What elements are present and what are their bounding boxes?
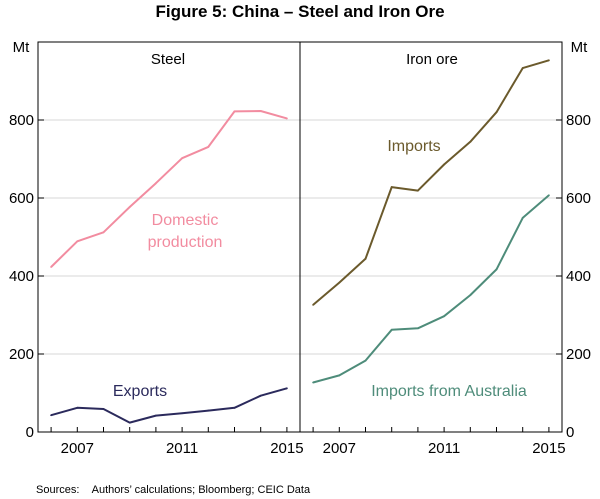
point-domestic-production-2010	[155, 182, 157, 185]
point-imports-from-australia-2009	[390, 328, 393, 331]
point-imports-2011	[443, 163, 445, 166]
x-tick-label-1-2015: 2015	[532, 440, 565, 457]
point-imports-2006	[312, 303, 314, 306]
series-line-domestic-production	[50, 110, 288, 268]
point-imports-from-australia-2015	[548, 194, 550, 197]
point-domestic-production-2007	[76, 240, 79, 243]
series-label-line-exports-0: Exports	[113, 383, 167, 400]
y-axis-right-ticks: 0 200 400 600 800	[556, 112, 591, 441]
point-imports-from-australia-2007	[338, 374, 341, 377]
y-unit-right: Mt	[571, 39, 588, 56]
point-exports-2011	[181, 412, 184, 415]
x-tick-label-0-2007: 2007	[61, 440, 94, 457]
point-imports-2014	[521, 67, 524, 70]
series-line-exports	[50, 387, 288, 424]
point-imports-2015	[548, 59, 550, 62]
y-tick-label-right-200: 200	[566, 346, 591, 363]
y-tick-label-left-800: 800	[9, 112, 34, 129]
point-exports-2015	[286, 387, 288, 390]
series-label-exports: Exports	[113, 383, 167, 400]
point-exports-2006	[50, 414, 52, 417]
point-imports-from-australia-2014	[521, 216, 524, 219]
point-imports-2009	[390, 186, 393, 188]
series-line-imports-from-australia	[312, 194, 550, 384]
point-imports-2012	[469, 140, 472, 143]
point-imports-from-australia-2013	[495, 268, 498, 271]
point-imports-from-australia-2011	[443, 315, 445, 318]
point-imports-from-australia-2006	[312, 381, 314, 384]
point-exports-2013	[233, 406, 236, 409]
series-line-imports	[312, 59, 550, 306]
point-exports-2007	[76, 406, 79, 409]
plot-frame-right	[299, 41, 563, 433]
series-label-line-domestic-production-1: production	[148, 234, 223, 251]
y-tick-label-right-0: 0	[566, 424, 574, 441]
iron-ore-panel-title: Iron ore	[406, 51, 458, 68]
series-label-line-domestic-production-0: Domestic	[152, 212, 219, 229]
point-imports-2013	[495, 111, 498, 114]
y-tick-label-right-800: 800	[566, 112, 591, 129]
point-domestic-production-2011	[181, 157, 184, 160]
series-label-line-imports-from-australia-0: Imports from Australia	[371, 383, 527, 400]
point-domestic-production-2008	[102, 231, 105, 234]
point-domestic-production-2012	[207, 146, 210, 148]
point-imports-2007	[338, 281, 341, 284]
x-tick-label-1-2011: 2011	[428, 440, 460, 457]
series-label-imports-from-australia: Imports from Australia	[371, 383, 527, 400]
point-imports-from-australia-2012	[469, 294, 472, 297]
point-exports-2012	[207, 409, 210, 412]
series-label-line-imports-0: Imports	[387, 138, 440, 155]
y-tick-label-left-600: 600	[9, 190, 34, 207]
point-domestic-production-2014	[259, 110, 262, 112]
point-domestic-production-2015	[286, 117, 288, 120]
point-exports-2014	[259, 394, 262, 397]
y-tick-label-left-200: 200	[9, 346, 34, 363]
x-tick-label-1-2007: 2007	[323, 440, 356, 457]
source-note: Sources: Authors’ calculations; Bloomber…	[36, 484, 311, 496]
y-tick-label-right-400: 400	[566, 268, 591, 285]
y-tick-label-left-400: 400	[9, 268, 34, 285]
steel-panel: Steel Domestic production Exports	[50, 51, 288, 424]
point-imports-from-australia-2010	[417, 327, 419, 330]
iron-ore-panel: Iron ore Imports Imports from Australia	[312, 51, 550, 400]
series-label-imports: Imports	[387, 138, 440, 155]
y-unit-left: Mt	[13, 39, 30, 56]
x-axis-ticks: 2007 2007 2011 2011 2015 2015	[50, 427, 566, 457]
y-tick-label-left-0: 0	[26, 424, 34, 441]
point-imports-from-australia-2008	[364, 359, 367, 362]
point-exports-2009	[128, 421, 131, 424]
point-imports-2008	[364, 257, 367, 260]
x-tick-label-0-2011: 2011	[166, 440, 198, 457]
point-domestic-production-2006	[50, 266, 52, 268]
series-label-domestic-production: Domestic production	[148, 212, 223, 251]
chart-title: Figure 5: China – Steel and Iron Ore	[155, 2, 444, 21]
point-domestic-production-2009	[128, 206, 131, 208]
x-tick-label-0-2015: 2015	[270, 440, 303, 457]
point-exports-2010	[155, 414, 157, 417]
point-imports-2010	[417, 189, 419, 192]
point-exports-2008	[102, 408, 105, 410]
y-tick-label-right-600: 600	[566, 190, 591, 207]
steel-panel-title: Steel	[151, 51, 185, 68]
point-domestic-production-2013	[233, 110, 236, 113]
y-axis-left-ticks: 0 200 400 600 800	[9, 112, 44, 441]
